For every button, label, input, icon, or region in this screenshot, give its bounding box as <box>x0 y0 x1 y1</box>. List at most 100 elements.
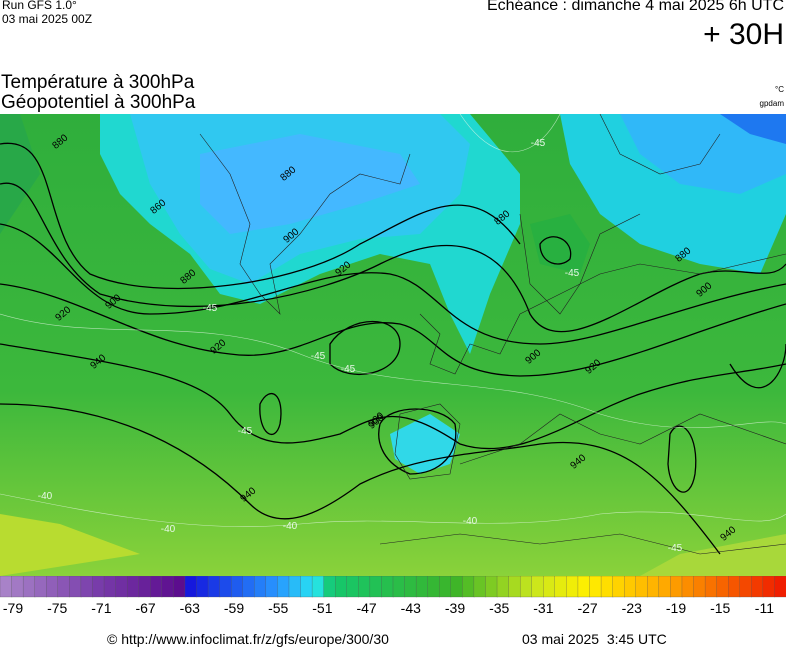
forecast-time: Echéance : dimanche 4 mai 2025 6h UTC <box>486 0 784 14</box>
scale-swatch <box>693 576 706 598</box>
geopotential-contours <box>0 142 786 555</box>
scale-label: -47 <box>356 600 377 616</box>
scale-swatch <box>462 576 475 598</box>
scale-swatch <box>138 576 151 598</box>
scale-swatch <box>69 576 82 598</box>
scale-swatch <box>207 576 221 598</box>
title-geopotential: Géopotentiel à 300hPa <box>1 92 196 113</box>
scale-swatch <box>11 576 24 598</box>
scale-label: -59 <box>223 600 245 616</box>
scale-swatch <box>439 576 452 598</box>
coastlines <box>199 114 786 555</box>
scale-swatch <box>150 576 163 598</box>
scale-swatch <box>184 576 198 598</box>
run-date: 03 mai 2025 00Z <box>2 12 93 26</box>
scale-swatch <box>335 576 348 598</box>
scale-label: -31 <box>533 600 554 616</box>
temperature-contours <box>0 114 786 527</box>
scale-swatch <box>254 576 267 598</box>
unit-temperature: °C <box>775 85 784 94</box>
scale-swatch <box>161 576 175 598</box>
scale-swatch <box>658 576 672 598</box>
scale-swatch <box>126 576 140 598</box>
scale-swatch <box>392 576 406 598</box>
scale-label: -15 <box>710 600 731 616</box>
temperature-label: -40 <box>38 491 53 502</box>
scale-swatch <box>485 576 498 598</box>
scale-swatch <box>103 576 117 598</box>
scale-label: -75 <box>47 600 68 616</box>
scale-label: -71 <box>91 600 112 616</box>
scale-swatch <box>34 576 47 598</box>
scale-swatch <box>92 576 105 598</box>
cold-area <box>200 134 420 234</box>
scale-label: -19 <box>665 600 687 616</box>
scale-swatch <box>647 576 660 598</box>
scale-swatch <box>681 576 695 598</box>
scale-swatch <box>0 576 13 598</box>
scale-swatch <box>57 576 71 598</box>
scale-swatch <box>231 576 244 598</box>
scale-swatch <box>311 576 325 598</box>
temperature-label: -40 <box>161 524 176 535</box>
temperature-label: -40 <box>463 516 478 527</box>
scale-swatch <box>496 576 510 598</box>
scale-swatch <box>774 576 786 598</box>
temperature-label: -45 <box>238 426 253 437</box>
scale-swatch <box>589 576 602 598</box>
scale-swatch <box>173 576 186 598</box>
scale-label: -63 <box>179 600 200 616</box>
scale-swatch <box>728 576 741 598</box>
title-temperature: Température à 300hPa <box>1 72 195 93</box>
scale-swatch <box>762 576 776 598</box>
scale-swatch <box>566 576 579 598</box>
scale-label: -51 <box>312 600 333 616</box>
scale-swatch <box>716 576 729 598</box>
scale-swatch <box>369 576 383 598</box>
temperature-label: -40 <box>283 521 298 532</box>
scale-swatch <box>415 576 429 598</box>
map: 8608809009208809009208809009209408809009… <box>0 114 786 576</box>
scale-swatch <box>577 576 591 598</box>
scale-label: -55 <box>268 600 289 616</box>
lead-time: + 30H <box>703 18 784 51</box>
scale-swatch <box>751 576 764 598</box>
scale-label: -43 <box>400 600 421 616</box>
temperature-label: -45 <box>531 138 546 149</box>
scale-swatch <box>323 576 336 598</box>
run-label: Run GFS 1.0° <box>2 0 77 12</box>
scale-swatch <box>288 576 302 598</box>
scale-swatch <box>450 576 464 598</box>
scale-swatch <box>508 576 521 598</box>
scale-swatch <box>427 576 440 598</box>
color-scale <box>0 576 786 598</box>
scale-swatch <box>115 576 128 598</box>
unit-geopotential: gpdam <box>759 99 784 108</box>
scale-swatch <box>554 576 568 598</box>
temperature-label: -45 <box>565 268 580 279</box>
scale-swatch <box>196 576 209 598</box>
scale-swatch <box>670 576 683 598</box>
scale-label: -27 <box>577 600 598 616</box>
scale-swatch <box>22 576 36 598</box>
scale-swatch <box>543 576 556 598</box>
scale-label: -11 <box>754 600 774 616</box>
scale-swatch <box>519 576 533 598</box>
scale-label: -35 <box>489 600 510 616</box>
scale-swatch <box>300 576 313 598</box>
scale-swatch <box>404 576 417 598</box>
scale-label: -39 <box>444 600 466 616</box>
scale-swatch <box>473 576 487 598</box>
scale-labels: -79 -75 -71 -67 -63 -59 -55 -51 -47 -43 -39 -35 -31 -… <box>0 600 786 618</box>
scale-label: -79 <box>2 600 24 616</box>
scale-swatch <box>612 576 625 598</box>
cold-area <box>390 414 460 474</box>
scale-label: -67 <box>135 600 156 616</box>
scale-swatch <box>381 576 394 598</box>
scale-swatch <box>346 576 359 598</box>
scale-swatch <box>219 576 232 598</box>
scale-swatch <box>46 576 59 598</box>
scale-swatch <box>265 576 279 598</box>
temperature-label: -45 <box>203 303 218 314</box>
